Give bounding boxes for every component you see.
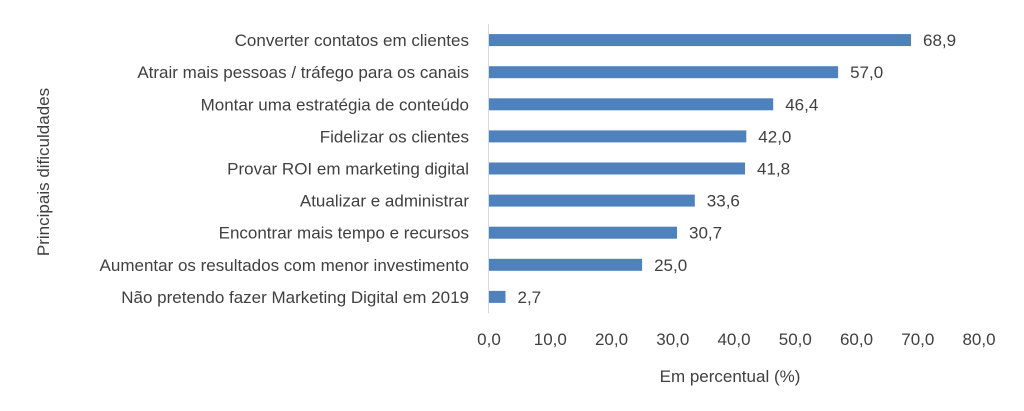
value-label: 46,4 (785, 95, 818, 114)
bar (489, 162, 745, 175)
x-tick-label: 20,0 (595, 330, 628, 349)
category-label: Atualizar e administrar (300, 192, 469, 211)
value-label: 42,0 (758, 127, 791, 146)
category-label: Converter contatos em clientes (235, 31, 469, 50)
x-tick-label: 60,0 (840, 330, 873, 349)
category-label: Encontrar mais tempo e recursos (219, 224, 469, 243)
value-labels: 68,9 57,0 46,4 42,0 41,8 33,6 30,725,0 2,7 (518, 31, 957, 307)
value-label: 25,0 (654, 256, 687, 275)
category-label: Atrair mais pessoas / tráfego para os ca… (137, 63, 469, 82)
bars-group (489, 34, 911, 303)
value-label: 2,7 (518, 288, 542, 307)
bar (489, 66, 839, 79)
x-tick-label: 30,0 (656, 330, 689, 349)
x-tick-label: 50,0 (779, 330, 812, 349)
value-label: 30,7 (689, 224, 722, 243)
bar (489, 34, 911, 47)
value-label: 33,6 (707, 192, 740, 211)
value-label: 68,9 (923, 31, 956, 50)
category-label: Fidelizar os clientes (320, 127, 469, 146)
value-label: 41,8 (757, 160, 790, 179)
bar (489, 194, 695, 207)
category-label: Montar uma estratégia de conteúdo (201, 95, 469, 114)
bar (489, 98, 774, 111)
category-label: Provar ROI em marketing digital (227, 160, 469, 179)
x-axis-title: Em percentual (%) (660, 367, 801, 386)
x-tick-label: 80,0 (962, 330, 995, 349)
x-tick-label: 40,0 (717, 330, 750, 349)
y-axis-title: Principais dificuldades (34, 88, 53, 256)
bar (489, 226, 677, 239)
category-labels: Converter contatos em clientes Atrair mai… (100, 31, 470, 307)
category-label: Não pretendo fazer Marketing Digital em … (121, 288, 469, 307)
x-tick-label: 70,0 (901, 330, 934, 349)
category-label: Aumentar os resultados com menor investi… (100, 256, 469, 275)
value-label: 57,0 (850, 63, 883, 82)
x-axis-ticks: 0,0 10,0 20,0 30,0 40,0 50,0 60,0 70,0 80,0 (477, 330, 995, 349)
x-tick-label: 10,0 (534, 330, 567, 349)
bar (489, 258, 643, 271)
bar (489, 290, 506, 303)
x-tick-label: 0,0 (477, 330, 501, 349)
bar (489, 130, 747, 143)
